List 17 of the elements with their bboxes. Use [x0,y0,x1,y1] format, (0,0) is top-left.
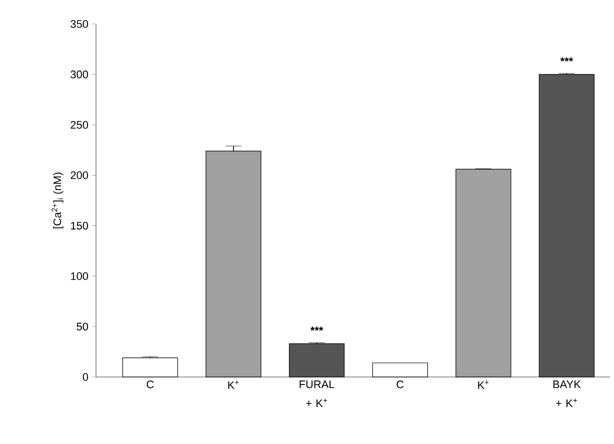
y-tick-label: 250 [70,120,88,129]
x-tick-label: K$^{+}$ [478,380,489,389]
y-axis-title: [Ca$^{2+}$]$_{i}$ (nM) [52,172,64,228]
y-tick-label: 100 [71,272,88,280]
annotation: *** [560,57,574,62]
y-tick-label: 350 [70,20,88,28]
y-tick-label: 200 [70,171,88,180]
x-tick-label: C [146,380,154,388]
y-tick-label: 150 [71,222,88,230]
x-tick-label: C [396,380,404,388]
y-tick-label: 0 [82,373,88,381]
annotation: *** [310,326,324,331]
x-tick-label: BAYK + K$^{+}$ [553,380,581,407]
x-tick-label: K$^{+}$ [228,380,239,389]
y-tick-label: 300 [70,70,88,78]
x-tick-label: FURAL + K$^{+}$ [300,380,334,407]
y-tick-label: 50 [76,322,88,330]
